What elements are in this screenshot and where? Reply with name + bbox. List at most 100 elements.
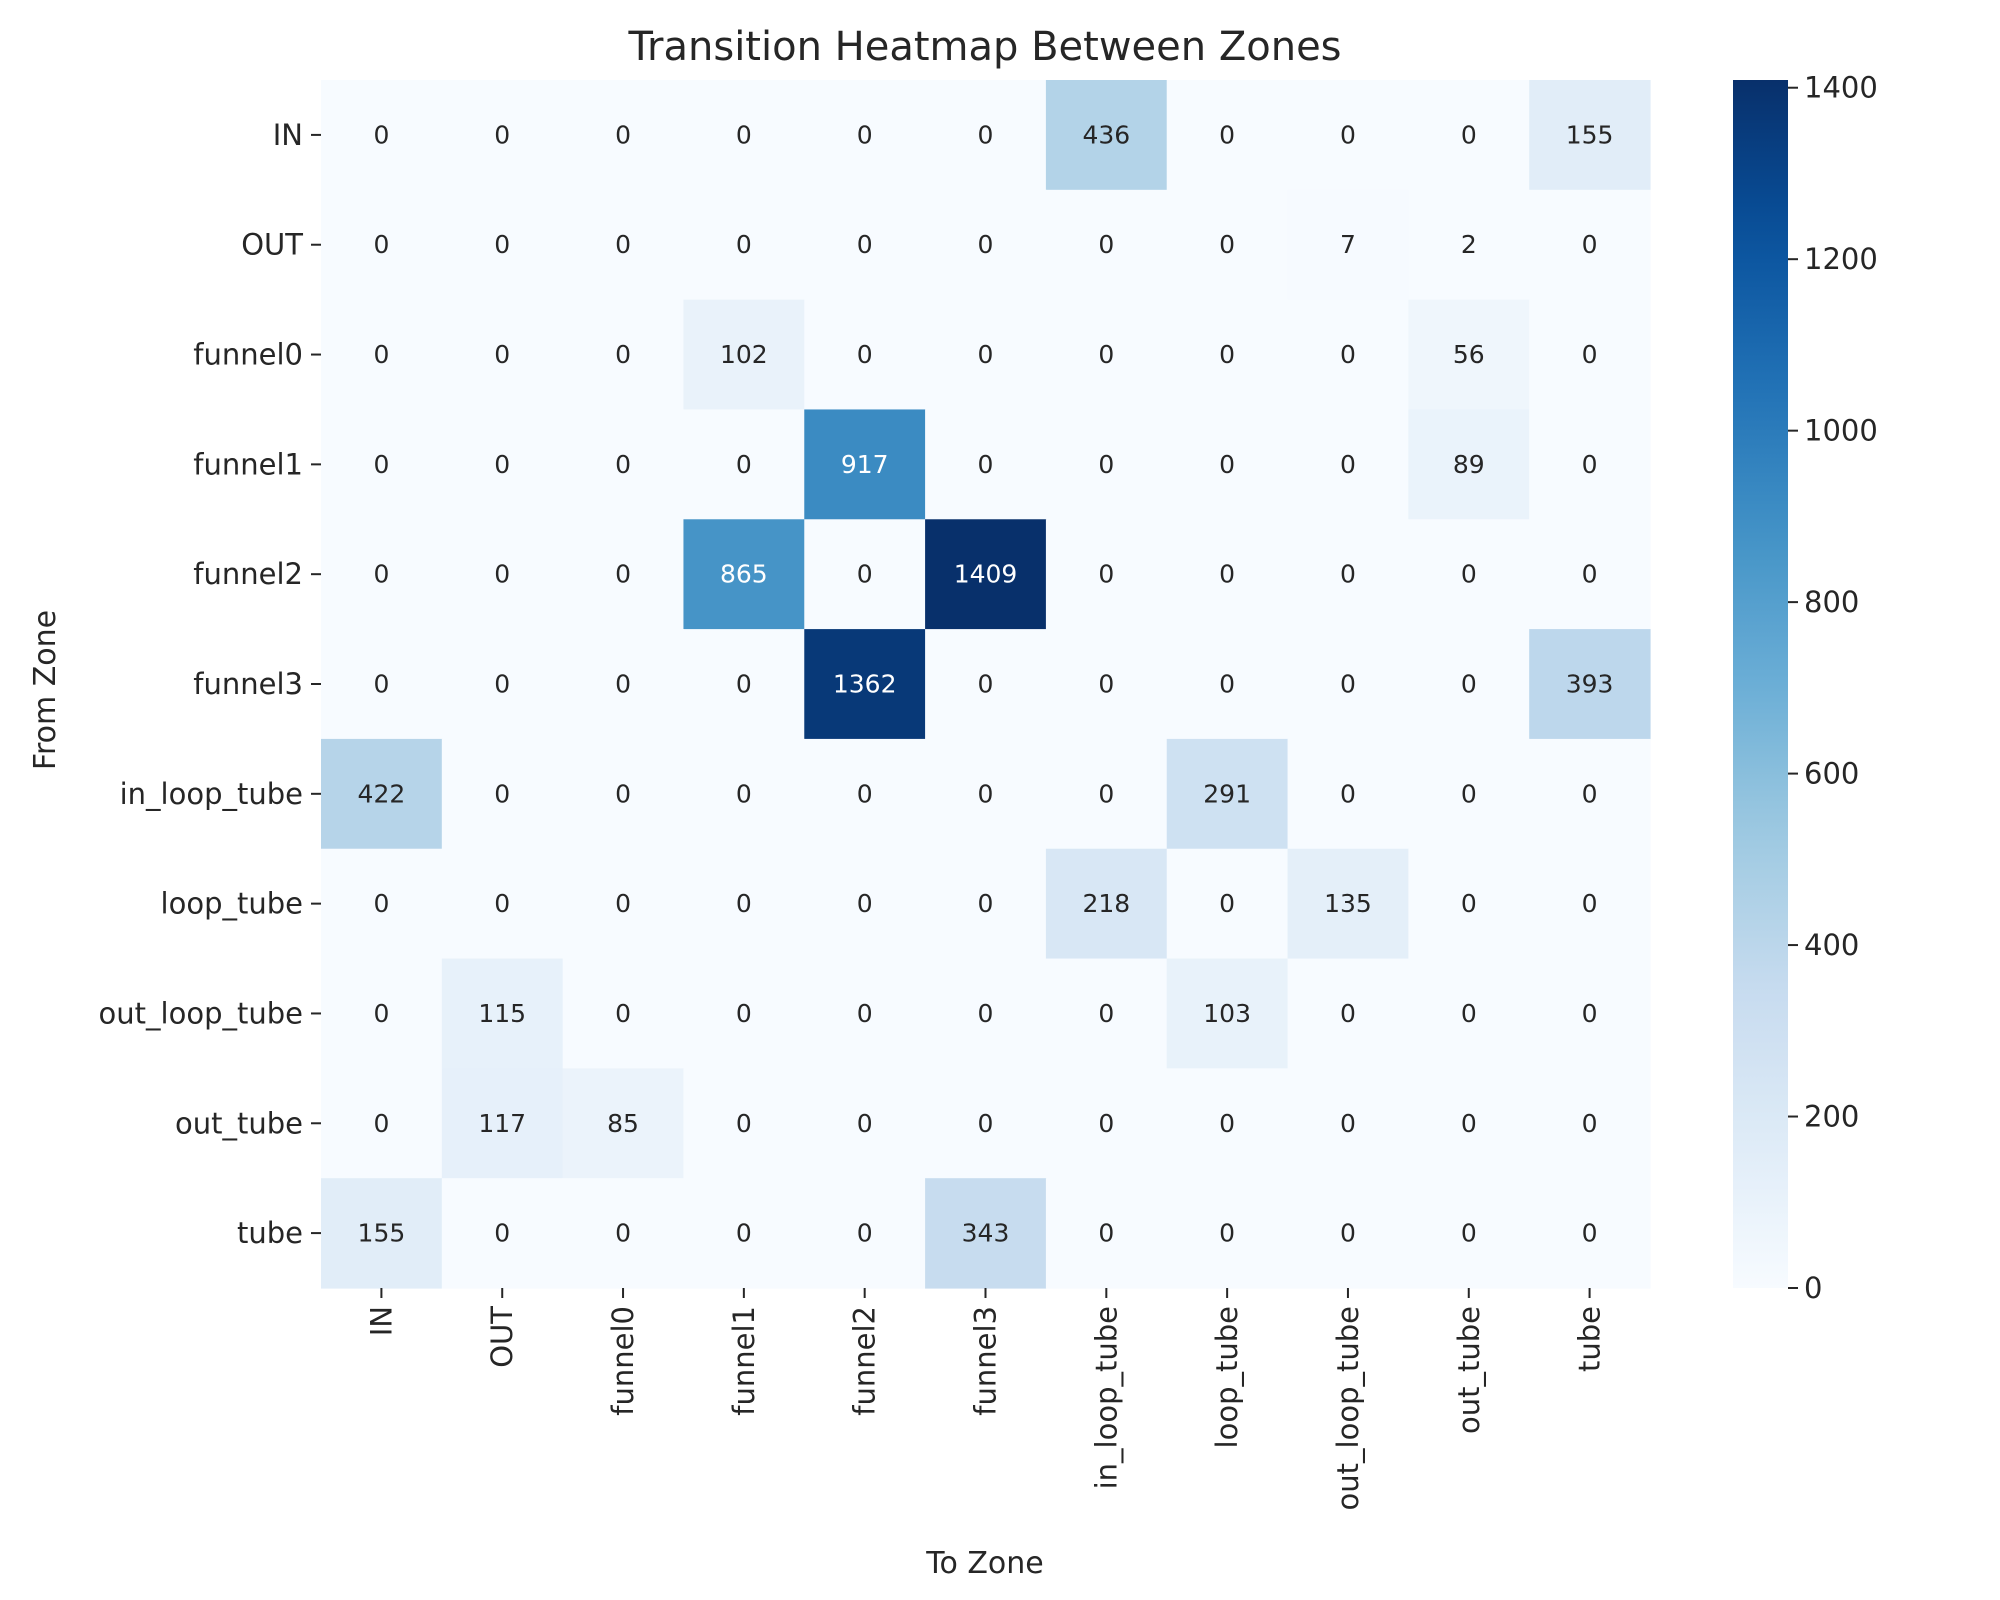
heatmap-cell-label: 0: [1098, 779, 1114, 808]
heatmap-cell-label: 0: [615, 450, 631, 479]
heatmap-cell-label: 0: [736, 779, 752, 808]
x-tick-label: OUT: [485, 1306, 519, 1368]
x-tick-label: out_tube: [1452, 1306, 1486, 1434]
colorbar-tick-label: 1000: [1804, 414, 1878, 448]
heatmap-cell: [562, 80, 685, 191]
heatmap-cell: [1045, 1068, 1168, 1179]
heatmap-cell: [1045, 1178, 1168, 1289]
heatmap-cell-label: 0: [1340, 670, 1356, 699]
heatmap-cell-label: 0: [1340, 450, 1356, 479]
heatmap-cell: [441, 80, 564, 191]
heatmap-cell: [1529, 958, 1651, 1069]
heatmap-cell-label: 135: [1324, 889, 1372, 918]
heatmap-cell: [1408, 629, 1530, 740]
heatmap-cell: [562, 1178, 685, 1289]
colorbar-tick-label: 1200: [1804, 242, 1878, 276]
heatmap-cell-label: 0: [373, 450, 389, 479]
heatmap-cell: [804, 629, 926, 740]
heatmap-cell: [441, 519, 564, 630]
heatmap-cell-label: 103: [1203, 999, 1251, 1028]
heatmap-cell: [925, 848, 1047, 960]
heatmap-cell: [1166, 299, 1289, 411]
heatmap-cell-label: 0: [978, 999, 994, 1028]
heatmap-cell: [804, 958, 926, 1069]
heatmap-cell: [321, 738, 443, 850]
heatmap-cell-label: 0: [736, 670, 752, 699]
heatmap-cell: [1166, 848, 1289, 960]
heatmap-cell-label: 0: [1582, 999, 1598, 1028]
colorbar-tick-label: 200: [1804, 1100, 1859, 1134]
heatmap-cell-label: 0: [1461, 779, 1477, 808]
heatmap-cell: [1408, 519, 1530, 630]
heatmap-cell: [321, 1178, 443, 1289]
heatmap-cell: [562, 189, 685, 301]
heatmap-cell: [562, 629, 685, 740]
heatmap-cell: [1045, 629, 1168, 740]
heatmap-cell-label: 0: [1340, 1219, 1356, 1248]
heatmap-cell-label: 0: [857, 340, 873, 369]
heatmap-cell: [562, 519, 685, 630]
heatmap-cell-label: 0: [1219, 340, 1235, 369]
heatmap-cell-label: 0: [1461, 1219, 1477, 1248]
heatmap-cell-label: 0: [1219, 450, 1235, 479]
colorbar-tick-label: 0: [1804, 1271, 1822, 1305]
heatmap-cell: [925, 958, 1047, 1069]
heatmap-cell: [1166, 1178, 1289, 1289]
heatmap-cell: [1529, 1068, 1651, 1179]
heatmap-cell-label: 155: [358, 1219, 406, 1248]
heatmap-cell: [1529, 519, 1651, 630]
heatmap-cell-label: 0: [494, 340, 510, 369]
heatmap-cell-label: 155: [1566, 120, 1614, 149]
heatmap-cell-label: 436: [1082, 120, 1130, 149]
heatmap-cell: [683, 299, 805, 411]
heatmap-cell-label: 0: [1582, 1109, 1598, 1138]
heatmap-cell: [804, 1068, 926, 1179]
heatmap-cell-label: 0: [1219, 889, 1235, 918]
x-tick-label: funnel1: [727, 1306, 761, 1416]
heatmap-cell-label: 0: [978, 340, 994, 369]
heatmap-cell: [925, 738, 1047, 850]
heatmap-cell-label: 0: [736, 999, 752, 1028]
heatmap-cell-label: 2: [1461, 230, 1477, 259]
heatmap-cell-label: 0: [615, 779, 631, 808]
heatmap-cell: [1408, 1178, 1530, 1289]
heatmap-cell-label: 0: [978, 889, 994, 918]
heatmap-cell-label: 0: [978, 779, 994, 808]
heatmap-cell-label: 0: [857, 999, 873, 1028]
heatmap-cell: [925, 1068, 1047, 1179]
colorbar-tick-label: 400: [1804, 928, 1859, 962]
heatmap-cell-label: 0: [1340, 120, 1356, 149]
heatmap-cell-label: 0: [1582, 560, 1598, 589]
heatmap-cell-label: 0: [494, 779, 510, 808]
heatmap-cell: [1287, 409, 1409, 520]
heatmap-cell-label: 0: [857, 889, 873, 918]
heatmap-cell-label: 0: [373, 999, 389, 1028]
heatmap-cell-label: 422: [358, 779, 406, 808]
heatmap-cell: [1287, 848, 1409, 960]
heatmap-cell: [804, 519, 926, 630]
heatmap-cell: [804, 738, 926, 850]
heatmap-cell: [562, 299, 685, 411]
heatmap-cell: [321, 958, 443, 1069]
heatmap-cell-label: 0: [373, 670, 389, 699]
x-axis-label: To Zone: [925, 1546, 1044, 1581]
heatmap-cell: [562, 848, 685, 960]
heatmap-cell-label: 0: [1582, 450, 1598, 479]
x-tick-label: funnel2: [848, 1306, 882, 1416]
heatmap-cell: [925, 519, 1047, 630]
heatmap-cell: [1045, 519, 1168, 630]
heatmap-cell: [1408, 848, 1530, 960]
heatmap-cell: [1045, 189, 1168, 301]
heatmap-cell-label: 0: [1461, 889, 1477, 918]
heatmap-cell: [562, 1068, 685, 1179]
heatmap-cell-label: 0: [1098, 670, 1114, 699]
heatmap-cell: [925, 1178, 1047, 1289]
heatmap-cell: [1166, 629, 1289, 740]
y-tick-label: IN: [273, 118, 303, 152]
heatmap-cell-label: 0: [373, 230, 389, 259]
y-axis-label: From Zone: [28, 610, 63, 770]
heatmap-cell: [1045, 958, 1168, 1069]
heatmap-cell-label: 0: [373, 1109, 389, 1138]
heatmap-cell: [1166, 189, 1289, 301]
x-tick-label: out_loop_tube: [1331, 1306, 1365, 1510]
